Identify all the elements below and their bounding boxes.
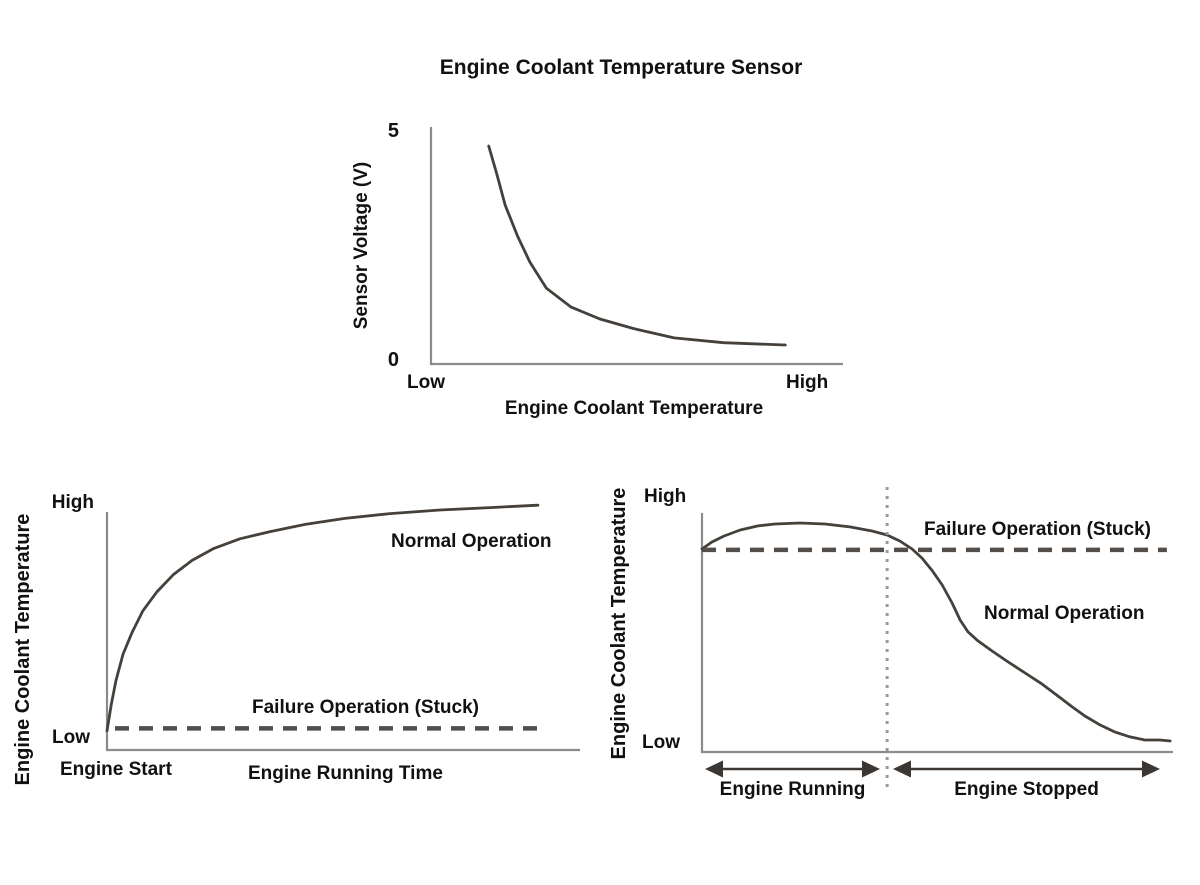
engine-running-arrow [705, 760, 880, 778]
sensor-voltage-curve [487, 144, 787, 347]
cooldown-y-tick-low: Low [642, 732, 680, 753]
warmup-chart-axes [105, 512, 580, 752]
engine-running-arrow-left-head-icon [705, 760, 723, 778]
cooldown-chart-axes [700, 513, 1173, 754]
warmup-y-tick-low: Low [52, 727, 90, 748]
engine-stopped-arrow [893, 760, 1160, 778]
sensor-y-tick-5: 5 [387, 120, 399, 142]
warmup-x-axis-label: Engine Running Time [248, 763, 443, 784]
engine-stopped-phase-label: Engine Stopped [954, 779, 1099, 800]
warmup-y-tick-high: High [51, 492, 94, 513]
sensor-y-axis-label: Sensor Voltage (V) [351, 161, 372, 330]
warmup-normal-operation-curve [105, 503, 540, 733]
engine-stopped-arrow-left-head-icon [893, 760, 911, 778]
sensor-chart-axes [429, 127, 843, 366]
cooldown-y-tick-high: High [644, 486, 687, 507]
cooldown-failure-stuck-annotation: Failure Operation (Stuck) [924, 519, 1151, 540]
warmup-origin-label: Engine Start [60, 759, 172, 780]
engine-stopped-arrow-right-head-icon [1142, 760, 1160, 778]
sensor-x-tick-low: Low [407, 372, 445, 393]
warmup-normal-operation-annotation: Normal Operation [391, 531, 552, 552]
cooldown-normal-operation-curve [700, 521, 1172, 743]
figure-title: Engine Coolant Temperature Sensor [439, 56, 803, 79]
cooldown-y-axis-label: Engine Coolant Temperature [608, 487, 630, 760]
warmup-y-axis-label: Engine Coolant Temperature [12, 513, 34, 786]
cooldown-normal-operation-annotation: Normal Operation [984, 603, 1145, 624]
sensor-x-axis-label: Engine Coolant Temperature [504, 398, 764, 419]
sensor-x-tick-high: High [786, 372, 829, 393]
engine-running-arrow-right-head-icon [862, 760, 880, 778]
warmup-failure-stuck-annotation: Failure Operation (Stuck) [252, 697, 479, 718]
engine-running-phase-label: Engine Running [719, 779, 866, 800]
sensor-y-tick-0: 0 [387, 349, 399, 371]
